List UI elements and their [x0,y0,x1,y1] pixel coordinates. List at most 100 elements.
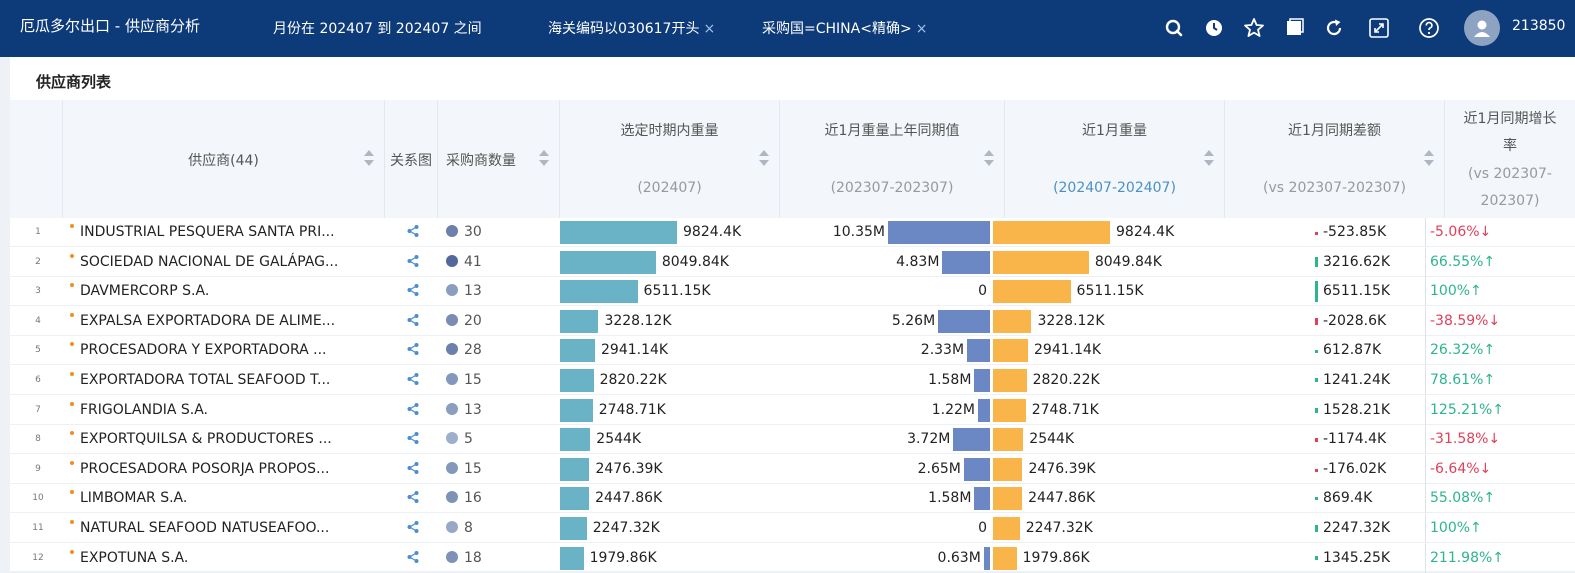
sort-icon[interactable] [759,150,769,168]
status-dot [70,401,74,406]
supplier-name[interactable]: PROCESADORA Y EXPORTADORA ... [80,342,327,359]
buyer-count[interactable]: 18 [446,544,546,573]
weight-bar [560,280,638,304]
row-number: 2 [35,256,41,267]
recent-value: 2447.86K [1028,490,1096,507]
buyer-count[interactable]: 15 [446,455,546,484]
col-supplier[interactable]: 供应商(44) [63,100,385,218]
col-graph: 关系图 [385,100,438,218]
supplier-name[interactable]: SOCIEDAD NACIONAL DE GALÁPAG... [80,253,339,270]
table-row[interactable]: 11 NATURAL SEAFOOD NATUSEAFOO... 8 2247.32K… [10,514,1575,543]
status-dot [70,431,74,436]
col-weight[interactable]: 选定时期内重量 (202407) [560,100,780,218]
table-row[interactable]: 1 INDUSTRIAL PESQUERA SANTA PRI... 30 9824.… [10,218,1575,247]
clock-icon[interactable] [1203,17,1225,39]
share-icon[interactable] [406,277,426,306]
status-dot [70,490,74,495]
divider [1425,306,1426,336]
filter-buyer-country[interactable]: 采购国=CHINA<精确> × [762,21,928,37]
supplier-name[interactable]: EXPOTUNA S.A. [80,549,189,566]
buyer-count[interactable]: 13 [446,277,546,306]
table-row[interactable]: 8 EXPORTQUILSA & PRODUCTORES ... 5 2544K 3.7… [10,425,1575,455]
buyer-count[interactable]: 15 [446,366,546,395]
divider [1425,514,1426,543]
col-diff[interactable]: 近1月同期差额 (vs 202307-202307) [1225,100,1445,218]
buyer-count[interactable]: 13 [446,396,546,425]
buyer-count[interactable]: 30 [446,218,546,247]
share-icon[interactable] [406,307,426,336]
table-row[interactable]: 2 SOCIEDAD NACIONAL DE GALÁPAG... 41 8049.8… [10,247,1575,277]
buyer-count[interactable]: 41 [446,248,546,277]
buyer-dot [446,254,458,267]
share-icon[interactable] [406,218,426,247]
diff-value: -176.02K [1323,460,1387,477]
status-dot [70,520,74,524]
sort-icon[interactable] [1204,150,1214,168]
row-number: 10 [32,493,44,504]
fullscreen-icon[interactable] [1368,17,1390,39]
filter-remove-icon[interactable]: × [703,21,716,37]
avatar[interactable] [1464,10,1500,46]
supplier-name[interactable]: EXPORTQUILSA & PRODUCTORES ... [80,431,332,448]
share-icon[interactable] [406,455,426,484]
table-row[interactable]: 4 EXPALSA EXPORTADORA DE ALIME... 20 3228.1… [10,306,1575,336]
col-index [10,100,63,218]
star-icon[interactable] [1243,17,1265,39]
last-year-value: 2.33M [920,342,965,359]
share-icon[interactable] [406,514,426,543]
refresh-icon[interactable] [1323,17,1345,39]
table-row[interactable]: 5 PROCESADORA Y EXPORTADORA ... 28 2941.14K… [10,336,1575,366]
divider [1425,395,1426,425]
table-row[interactable]: 9 PROCESADORA POSORJA PROPOS... 15 2476.39K… [10,454,1575,484]
share-icon[interactable] [406,336,426,365]
supplier-name[interactable]: INDUSTRIAL PESQUERA SANTA PRI... [80,224,335,240]
share-icon[interactable] [406,425,426,454]
col-rate[interactable]: 近1月同期增长 率 (vs 202307- 202307) [1463,111,1557,209]
buyer-count[interactable]: 20 [446,307,546,336]
table-row[interactable]: 10 LIMBOMAR S.A. 16 2447.86K 1.58M 2447.86K 86… [10,484,1575,514]
status-dot [70,224,74,228]
growth-rate: -38.59%↓ [1430,312,1501,329]
share-icon[interactable] [406,484,426,513]
supplier-name[interactable]: DAVMERCORP S.A. [80,283,210,300]
table-row[interactable]: 7 FRIGOLANDIA S.A. 13 2748.71K 1.22M 2748.71K… [10,395,1575,425]
filter-remove-icon[interactable]: × [915,21,928,37]
buyer-count[interactable]: 5 [446,425,546,454]
supplier-name[interactable]: FRIGOLANDIA S.A. [80,401,209,418]
weight-bar [560,369,594,392]
buyer-count[interactable]: 8 [446,514,546,543]
diff-value: 1528.21K [1323,401,1391,418]
row-number: 4 [35,315,41,326]
filter-month[interactable]: 月份在 202407 到 202407 之间 [273,21,482,37]
share-icon[interactable] [406,396,426,425]
window-icon[interactable] [1284,17,1306,39]
supplier-name[interactable]: PROCESADORA POSORJA PROPOS... [80,460,330,477]
col-recent[interactable]: 近1月重量 (202407-202407) [1005,100,1225,218]
help-icon[interactable] [1418,17,1440,39]
sort-icon[interactable] [539,150,549,168]
buyer-count[interactable]: 28 [446,336,546,365]
share-icon[interactable] [406,248,426,277]
search-icon[interactable] [1163,17,1185,39]
table-row[interactable]: 12 EXPOTUNA S.A. 18 1979.86K 0.63M 1979.86K 13… [10,543,1575,573]
share-icon[interactable] [406,366,426,395]
supplier-name[interactable]: EXPALSA EXPORTADORA DE ALIME... [80,312,336,329]
col-last-year[interactable]: 近1月重量上年同期值 (202307-202307) [780,100,1005,218]
table-row[interactable]: 3 DAVMERCORP S.A. 13 6511.15K 0 6511.15K 6511.… [10,277,1575,307]
supplier-name[interactable]: EXPORTADORA TOTAL SEAFOOD T... [80,372,331,388]
sort-icon[interactable] [984,150,994,168]
buyer-count[interactable]: 16 [446,484,546,513]
supplier-name[interactable]: NATURAL SEAFOOD NATUSEAFOO... [80,520,330,536]
supplier-name[interactable]: LIMBOMAR S.A. [80,490,188,507]
share-icon[interactable] [406,544,426,573]
divider [1425,277,1426,307]
last-year-value: 5.26M [891,312,936,329]
status-dot [70,253,74,258]
filter-hs-code[interactable]: 海关编码以030617开头 × [548,21,716,37]
user-id[interactable]: 213850 [1512,18,1566,34]
row-number: 11 [32,523,44,533]
sort-icon[interactable] [364,150,374,168]
col-buyers[interactable]: 采购商数量 [438,100,560,218]
sort-icon[interactable] [1424,150,1434,168]
table-row[interactable]: 6 EXPORTADORA TOTAL SEAFOOD T... 15 2820.22… [10,366,1575,395]
